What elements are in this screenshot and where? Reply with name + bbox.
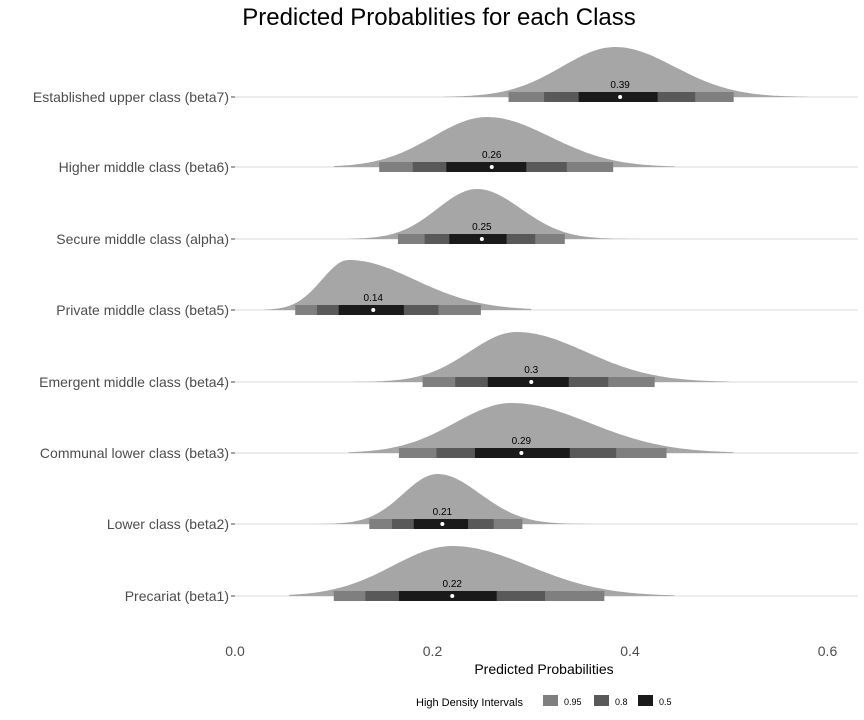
median-point [450, 594, 455, 598]
median-point [618, 95, 623, 99]
median-label: 0.22 [443, 579, 463, 590]
median-label: 0.14 [364, 293, 384, 304]
x-tick-label: 0.0 [225, 643, 245, 659]
median-label: 0.26 [482, 150, 502, 161]
median-point [489, 165, 494, 169]
density-shape [348, 189, 640, 239]
y-tick-label: Communal lower class (beta3) [40, 445, 229, 461]
density-shape [444, 47, 808, 97]
y-tick-label: Lower class (beta2) [107, 516, 229, 532]
interval-50 [398, 591, 497, 601]
density-shape [264, 260, 532, 310]
density-shape [353, 332, 729, 382]
density-layer [264, 47, 808, 596]
y-tick-label: Emergent middle class (beta4) [39, 374, 229, 390]
density-shape [333, 117, 675, 167]
x-tick-label: 0.4 [620, 643, 640, 659]
median-point [440, 522, 445, 526]
x-axis: 0.0 0.2 0.4 0.6 [225, 643, 837, 659]
legend-label: 0.5 [659, 697, 672, 707]
y-tick-label: Private middle class (beta5) [56, 302, 229, 318]
legend: High Density Intervals 0.95 0.8 0.5 [416, 695, 672, 709]
median-point [519, 451, 524, 455]
y-axis-labels: Established upper class (beta7) Higher mi… [33, 89, 235, 604]
median-label: 0.39 [610, 80, 630, 91]
interval-50 [446, 162, 527, 172]
legend-swatch [638, 695, 653, 706]
chart-title: Predicted Probablities for each Class [242, 4, 636, 31]
legend-label: 0.95 [564, 697, 582, 707]
density-shape [348, 403, 734, 453]
legend-label: 0.8 [615, 697, 628, 707]
legend-title: High Density Intervals [416, 697, 523, 709]
y-tick-label: Higher middle class (beta6) [59, 159, 229, 175]
density-shape [289, 546, 675, 596]
x-tick-label: 0.6 [818, 643, 838, 659]
legend-swatch [543, 695, 558, 706]
x-tick-label: 0.2 [423, 643, 443, 659]
y-tick-label: Precariat (beta1) [125, 588, 229, 604]
y-tick-label: Established upper class (beta7) [33, 89, 229, 105]
median-label: 0.21 [433, 507, 453, 518]
x-axis-title: Predicted Probabilities [474, 661, 613, 677]
median-point [371, 308, 376, 312]
median-point [529, 380, 534, 384]
interval-layer: 0.39 0.26 0.25 0.14 0.3 0.29 0.21 0.22 [295, 80, 734, 601]
median-label: 0.3 [524, 365, 538, 376]
y-tick-label: Secure middle class (alpha) [56, 231, 229, 247]
interval-50 [487, 377, 569, 387]
median-point [479, 237, 484, 241]
density-shape [318, 474, 591, 524]
median-label: 0.29 [512, 436, 532, 447]
median-label: 0.25 [472, 222, 492, 233]
interval-50 [449, 234, 507, 244]
legend-swatch [594, 695, 609, 706]
